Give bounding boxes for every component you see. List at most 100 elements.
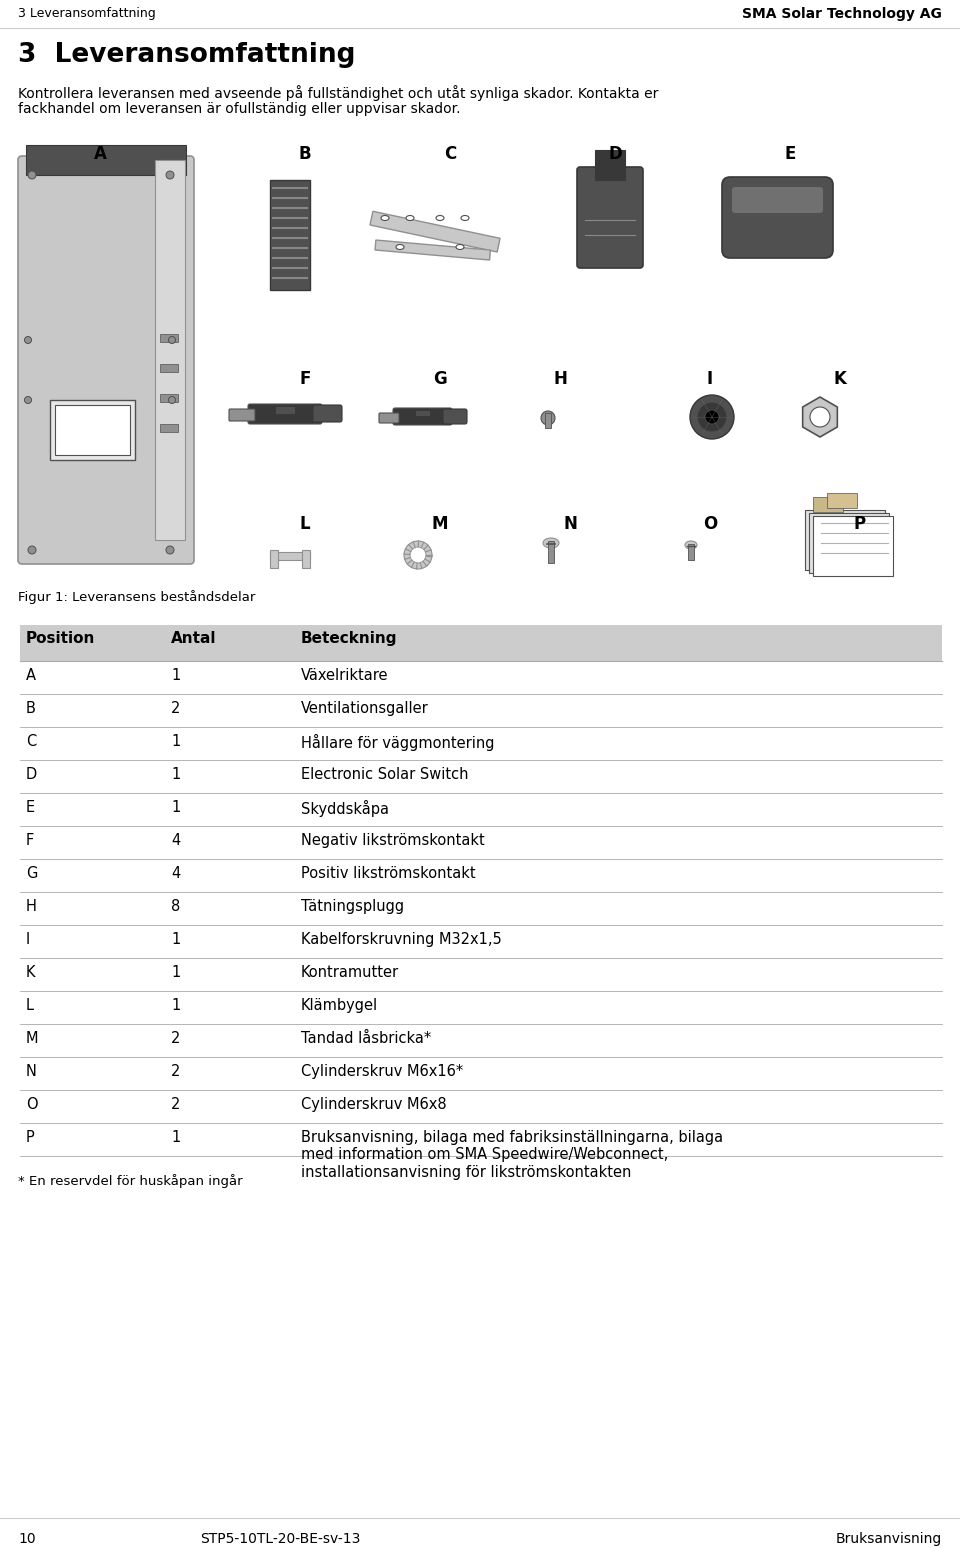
Bar [55, 406, 130, 455]
FancyBboxPatch shape [443, 409, 467, 424]
Ellipse shape [436, 215, 444, 220]
Text: D: D [26, 766, 37, 782]
Bar [545, 413, 551, 427]
Text: Tätningsplugg: Tätningsplugg [301, 899, 404, 913]
Ellipse shape [406, 215, 414, 220]
Text: P: P [26, 1130, 35, 1146]
Bar [20, 625, 942, 661]
Text: 1: 1 [171, 734, 180, 749]
Text: E: E [26, 800, 36, 814]
Ellipse shape [169, 336, 176, 344]
Bar [813, 515, 893, 576]
Bar [50, 399, 135, 460]
Text: Antal: Antal [171, 632, 217, 646]
Bar [813, 497, 843, 512]
Text: 4: 4 [171, 833, 180, 848]
Text: G: G [26, 865, 37, 881]
Text: SMA Solar Technology AG: SMA Solar Technology AG [742, 8, 942, 22]
Text: 2: 2 [171, 1098, 180, 1111]
FancyBboxPatch shape [393, 409, 452, 426]
Text: 8: 8 [171, 899, 180, 913]
Ellipse shape [461, 215, 469, 220]
Bar [160, 334, 178, 342]
Bar [160, 424, 178, 432]
Text: Negativ likströmskontakt: Negativ likströmskontakt [301, 833, 485, 848]
Text: 1: 1 [171, 998, 180, 1012]
Text: H: H [553, 370, 567, 389]
Ellipse shape [381, 215, 389, 220]
Text: L: L [300, 515, 310, 533]
Text: Klämbygel: Klämbygel [301, 998, 378, 1012]
Bar [155, 159, 185, 540]
Ellipse shape [28, 546, 36, 554]
Text: 1: 1 [171, 766, 180, 782]
Text: K: K [833, 370, 847, 389]
Text: O: O [703, 515, 717, 533]
Text: N: N [26, 1063, 36, 1079]
Bar [827, 492, 857, 508]
Bar [548, 540, 554, 563]
Polygon shape [803, 396, 837, 437]
Ellipse shape [25, 336, 32, 344]
Text: * En reservdel för huskåpan ingår: * En reservdel för huskåpan ingår [18, 1173, 243, 1187]
Text: K: K [26, 964, 36, 980]
Text: G: G [433, 370, 446, 389]
Text: Bruksanvisning, bilaga med fabriksinställningarna, bilaga
med information om SMA: Bruksanvisning, bilaga med fabriksinstäl… [301, 1130, 723, 1180]
Text: 3  Leveransomfattning: 3 Leveransomfattning [18, 42, 355, 68]
Text: H: H [26, 899, 36, 913]
Text: Figur 1: Leveransens beståndsdelar: Figur 1: Leveransens beståndsdelar [18, 590, 255, 604]
Bar [26, 146, 186, 175]
Ellipse shape [685, 540, 697, 550]
Text: M: M [432, 515, 448, 533]
Text: Position: Position [26, 632, 95, 646]
Text: I: I [707, 370, 713, 389]
Text: I: I [26, 932, 31, 947]
Text: 1: 1 [171, 932, 180, 947]
FancyBboxPatch shape [18, 156, 194, 563]
Text: 3 Leveransomfattning: 3 Leveransomfattning [18, 8, 156, 20]
Ellipse shape [697, 402, 727, 432]
Ellipse shape [169, 396, 176, 404]
Text: 1: 1 [171, 669, 180, 683]
Bar [809, 512, 889, 573]
Text: D: D [608, 146, 622, 163]
Ellipse shape [543, 539, 559, 548]
FancyBboxPatch shape [229, 409, 255, 421]
Bar [688, 543, 694, 560]
Bar [160, 395, 178, 402]
Text: Tandad låsbricka*: Tandad låsbricka* [301, 1031, 431, 1046]
Ellipse shape [396, 245, 404, 249]
Ellipse shape [404, 540, 432, 570]
Text: M: M [26, 1031, 38, 1046]
Text: Cylinderskruv M6x8: Cylinderskruv M6x8 [301, 1098, 446, 1111]
Text: 1: 1 [171, 1130, 180, 1146]
Ellipse shape [705, 410, 719, 424]
Text: L: L [26, 998, 34, 1012]
Text: Växelriktare: Växelriktare [301, 669, 389, 683]
Text: C: C [26, 734, 36, 749]
Text: Beteckning: Beteckning [301, 632, 397, 646]
Text: 2: 2 [171, 1063, 180, 1079]
Text: Bruksanvisning: Bruksanvisning [836, 1533, 942, 1546]
Bar [595, 150, 625, 180]
Ellipse shape [166, 546, 174, 554]
Text: Positiv likströmskontakt: Positiv likströmskontakt [301, 865, 475, 881]
FancyBboxPatch shape [577, 167, 643, 268]
Bar [415, 410, 430, 416]
Text: 10: 10 [18, 1533, 36, 1546]
Text: 4: 4 [171, 865, 180, 881]
Ellipse shape [541, 412, 555, 426]
Bar [270, 553, 310, 560]
FancyBboxPatch shape [722, 176, 833, 259]
Ellipse shape [25, 396, 32, 404]
Text: B: B [26, 701, 36, 717]
Bar [805, 509, 885, 570]
Text: E: E [784, 146, 796, 163]
Text: B: B [299, 146, 311, 163]
Ellipse shape [410, 546, 426, 563]
Text: 2: 2 [171, 701, 180, 717]
Text: C: C [444, 146, 456, 163]
Ellipse shape [456, 245, 464, 249]
Text: 1: 1 [171, 964, 180, 980]
Bar [160, 364, 178, 372]
